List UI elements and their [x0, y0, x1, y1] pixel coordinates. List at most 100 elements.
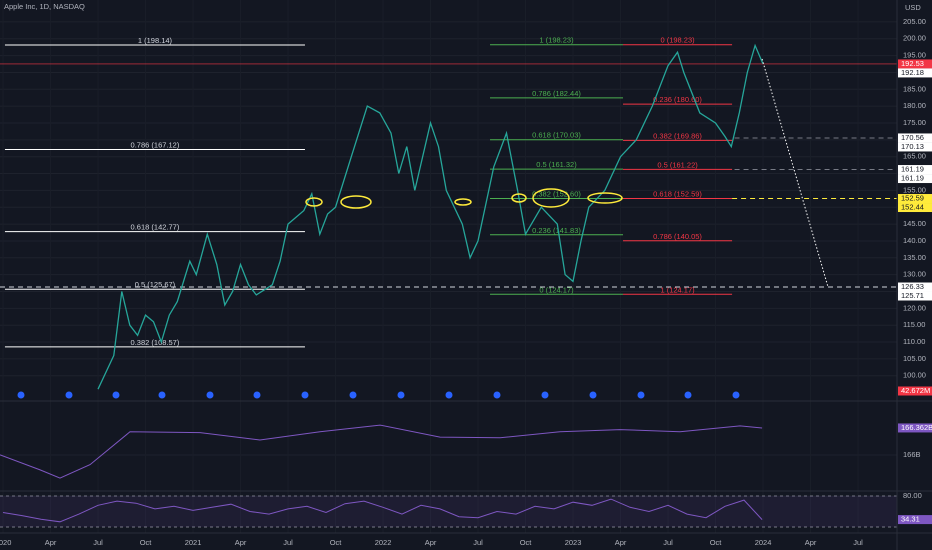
x-tick-label: Oct — [710, 538, 723, 547]
y-tick-label: 100.00 — [903, 371, 926, 380]
marker — [111, 390, 121, 400]
price-badge — [898, 282, 932, 292]
price-badge — [898, 291, 932, 301]
y-tick-label: 166B — [903, 450, 921, 459]
ellipse — [587, 192, 623, 204]
series-line — [97, 43, 764, 390]
marker — [636, 390, 646, 400]
fib-label: 1 (198.23) — [539, 36, 574, 45]
marker — [157, 390, 167, 400]
price-badge — [898, 203, 932, 213]
ellipse — [532, 188, 570, 208]
marker — [396, 390, 406, 400]
x-tick-label: 2021 — [185, 538, 202, 547]
price-badge — [898, 142, 932, 152]
dividend-markers — [16, 390, 741, 400]
price-badge-label: 170.13 — [901, 142, 924, 151]
price-badge-label: 161.19 — [901, 165, 924, 174]
pane — [0, 424, 763, 479]
price-badge — [898, 133, 932, 143]
ellipse — [511, 193, 527, 203]
marker — [348, 390, 358, 400]
price-badge — [898, 515, 932, 525]
pane — [0, 495, 897, 528]
price-badge — [898, 68, 932, 78]
x-tick-label: Oct — [140, 538, 153, 547]
x-tick-label: 2023 — [565, 538, 582, 547]
ellipse — [305, 197, 323, 207]
currency: USD — [905, 3, 921, 12]
fib-label: 0.5 (125.67) — [135, 280, 176, 289]
y-tick-label: 140.00 — [903, 236, 926, 245]
x-tick-label: Apr — [425, 538, 437, 547]
price-badge — [898, 174, 932, 184]
fib-label: 0.5 (161.22) — [657, 160, 698, 169]
ellipse — [454, 198, 472, 206]
volume-badge — [898, 386, 932, 396]
y-tick-label: 145.00 — [903, 219, 926, 228]
marker — [252, 390, 262, 400]
fib-label: 0.618 (142.77) — [131, 223, 180, 232]
fib-label: 0 (198.23) — [660, 36, 695, 45]
x-tick-label: Jul — [283, 538, 293, 547]
x-tick-label: Apr — [615, 538, 627, 547]
y-tick-label: 120.00 — [903, 303, 926, 312]
y-tick-label: 105.00 — [903, 354, 926, 363]
price-badge-label: 170.56 — [901, 133, 924, 142]
marker — [205, 390, 215, 400]
x-tick-label: 2024 — [755, 538, 772, 547]
x-tick-label: Jul — [93, 538, 103, 547]
price-badge — [898, 59, 932, 69]
fib-label: 0 (124.17) — [539, 285, 574, 294]
y-tick-label: 130.00 — [903, 270, 926, 279]
y-tick-label: 165.00 — [903, 152, 926, 161]
marker — [540, 390, 550, 400]
marker — [492, 390, 502, 400]
price-badge-label: 192.18 — [901, 68, 924, 77]
price-badge-label: 125.71 — [901, 291, 924, 300]
y-tick-label: 185.00 — [903, 84, 926, 93]
grid — [0, 21, 897, 497]
price-badge-label: 192.53 — [901, 59, 924, 68]
x-tick-label: Apr — [45, 538, 57, 547]
x-tick-label: Apr — [805, 538, 817, 547]
axis: 205.00200.00195.00190.00185.00180.00175.… — [0, 17, 932, 547]
marker — [444, 390, 454, 400]
fib-label: 0.236 (141.83) — [532, 226, 581, 235]
price-badge-label: 34.31 — [901, 515, 920, 524]
level-band — [0, 495, 897, 527]
volume-badge-label: 42.672M — [901, 386, 930, 395]
price-badge-label: 161.19 — [901, 174, 924, 183]
fib-label: 0.382 (108.57) — [131, 338, 180, 347]
series-line — [2, 498, 763, 523]
fib-label: 0.5 (161.32) — [536, 160, 577, 169]
fib-label: 0.236 (180.60) — [653, 95, 702, 104]
highlight-ellipses — [305, 188, 623, 209]
marker — [64, 390, 74, 400]
fib-label: 0.382 (152.60) — [532, 189, 581, 198]
x-tick-label: 2022 — [375, 538, 392, 547]
x-tick-label: Oct — [520, 538, 533, 547]
x-tick-label: Jul — [473, 538, 483, 547]
price-badge-label: 126.33 — [901, 282, 924, 291]
fib-label: 0.786 (167.12) — [131, 141, 180, 150]
y-tick-label: 115.00 — [903, 320, 925, 329]
x-tick-label: Apr — [235, 538, 247, 547]
marker — [683, 390, 693, 400]
marker — [731, 390, 741, 400]
y-tick-label: 200.00 — [903, 34, 926, 43]
fib-label: 0.382 (169.86) — [653, 131, 702, 140]
y-tick-label: 175.00 — [903, 118, 926, 127]
price-badge — [898, 194, 932, 204]
y-tick-label: 205.00 — [903, 17, 926, 26]
price-badge — [898, 423, 932, 433]
marker — [588, 390, 598, 400]
y-tick-label: 135.00 — [903, 253, 926, 262]
price-badge — [898, 165, 932, 175]
x-tick-label: 2020 — [0, 538, 11, 547]
plot: 1 (198.14) 0.786 (167.12) 0.618 (142.77) 0.… — [0, 36, 897, 528]
fib-label: 0.618 (152.59) — [653, 190, 702, 199]
y-tick-label: 180.00 — [903, 101, 926, 110]
price-badge-label: 166.362B — [901, 423, 932, 432]
